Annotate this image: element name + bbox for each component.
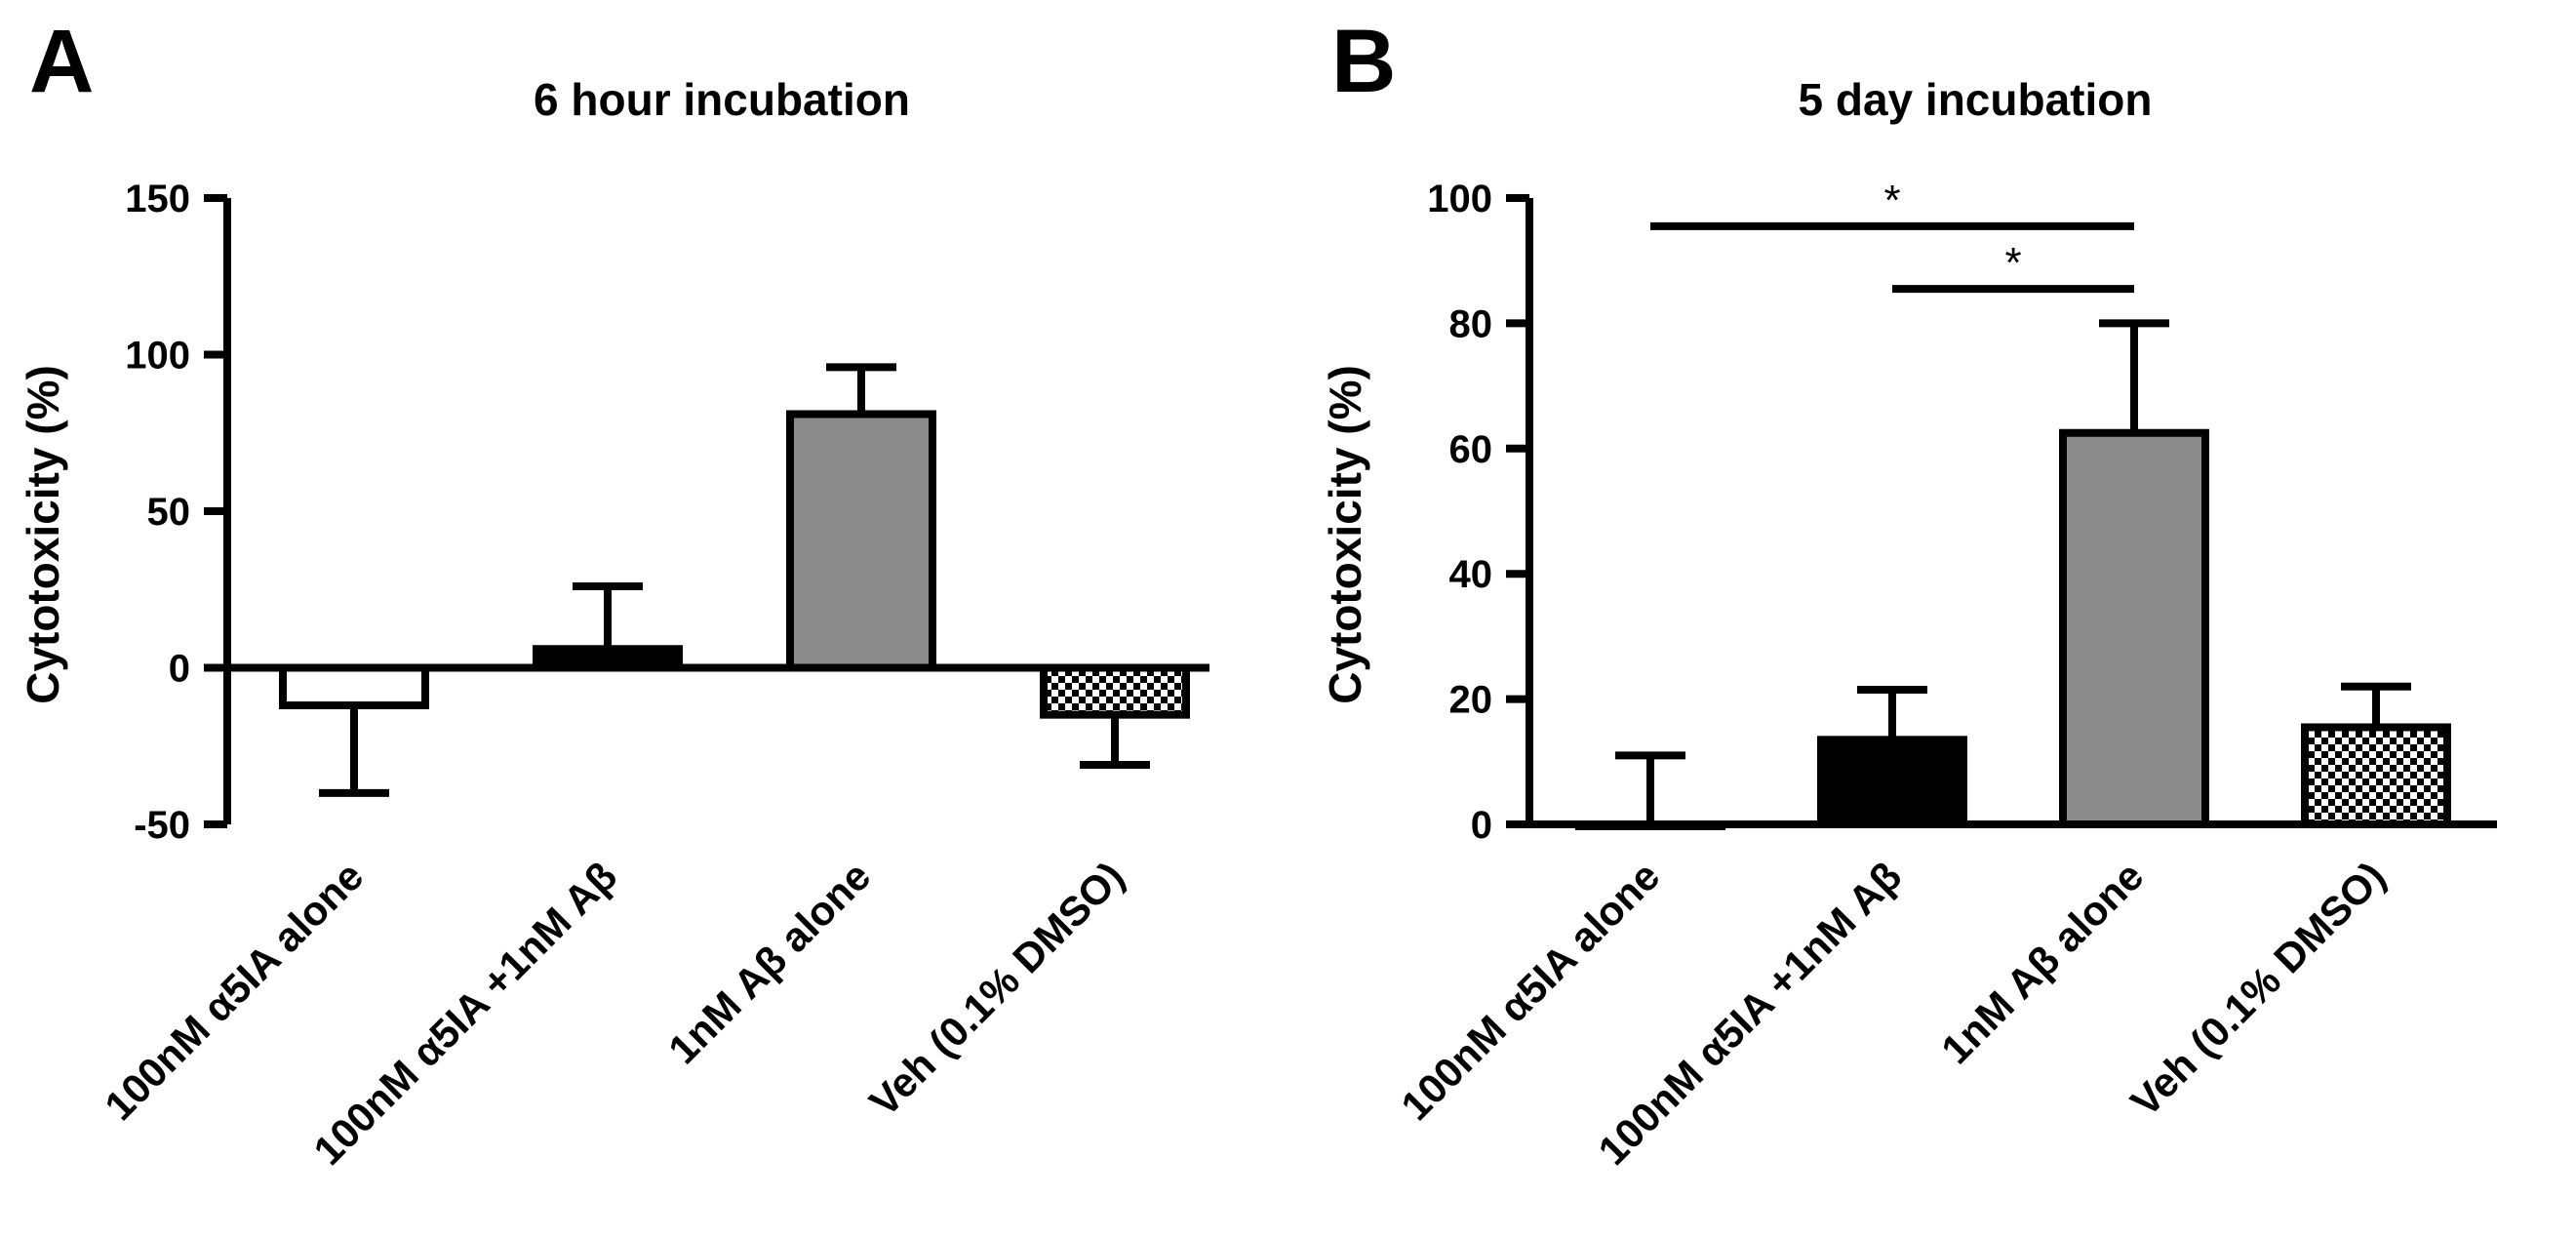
panel-a-bar [786, 410, 936, 672]
panel-b-significance-star: * [1883, 177, 1900, 224]
panel-b-y-axis-label: Cytotoxicity (%) [1320, 365, 1370, 704]
panel-a-y-tick-label: 0 [169, 648, 190, 691]
panel-b-bar [2059, 428, 2209, 828]
panel-b-category-label: 100nM α5IA alone [1392, 853, 1668, 1129]
panel-a-y-tick-label: 150 [125, 178, 190, 220]
panel-a-bar [279, 663, 429, 710]
panel-a-category-label: Veh (0.1% DMSO) [860, 853, 1132, 1125]
panel-b-y-tick-label: 100 [1427, 178, 1492, 220]
panel-b-y-tick-label: 80 [1449, 302, 1493, 345]
panel-b-category-label: Veh (0.1% DMSO) [2121, 853, 2394, 1125]
panel-a-y-tick-label: 50 [147, 491, 191, 534]
panel-a: A 6 hour incubation Cytotoxicity (%) -50… [18, 12, 1209, 1174]
panel-a-letter: A [29, 12, 94, 111]
panel-b-y-tick-label: 0 [1471, 804, 1492, 847]
panel-b-significance-star: * [2004, 239, 2021, 287]
panel-b: B 5 day incubation Cytotoxicity (%) 0 20 4… [1320, 12, 2497, 1174]
panel-b-letter: B [1331, 12, 1396, 111]
panel-a-bar [533, 645, 683, 672]
panel-b-title: 5 day incubation [1799, 74, 2153, 125]
panel-a-y-axis-label: Cytotoxicity (%) [18, 365, 68, 704]
panel-b-y-tick-label: 20 [1449, 679, 1493, 722]
panel-a-y-tick-label: 100 [125, 335, 190, 378]
panel-a-title: 6 hour incubation [534, 74, 910, 125]
panel-b-y-tick-label: 60 [1449, 428, 1493, 471]
panel-a-category-label: 100nM α5IA alone [96, 853, 372, 1129]
panel-b-category-label: 1nM Aβ alone [1932, 853, 2152, 1072]
panel-a-bar [1040, 663, 1190, 719]
panel-a-category-label: 1nM Aβ alone [659, 853, 879, 1072]
panel-b-bar [2301, 723, 2451, 828]
panel-b-y-tick-label: 40 [1449, 553, 1493, 596]
panel-a-y-tick-label: -50 [134, 804, 190, 847]
panel-b-bar [1575, 820, 1725, 830]
panel-b-bar [1817, 736, 1967, 829]
